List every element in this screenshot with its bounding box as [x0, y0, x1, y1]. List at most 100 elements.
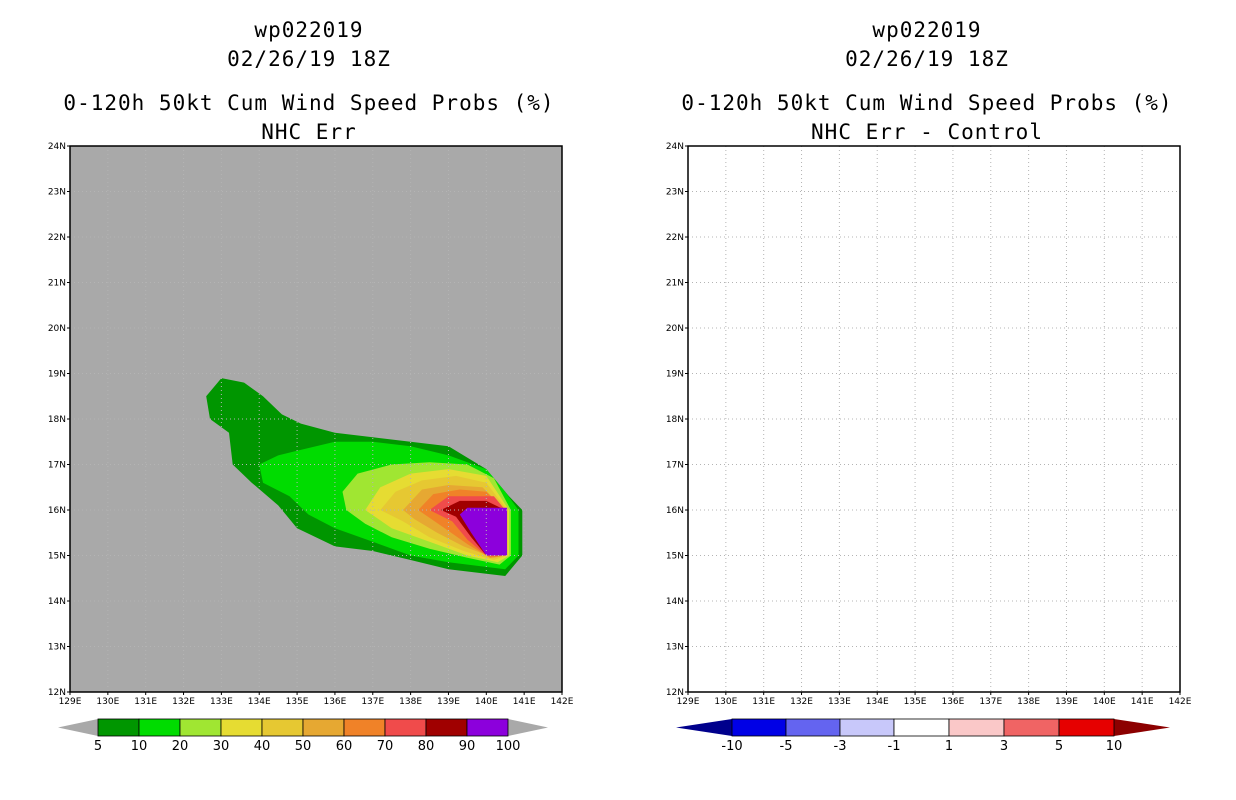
x-tick-label: 137E — [361, 697, 384, 707]
legend-label: 60 — [336, 739, 353, 754]
x-tick-label: 137E — [979, 697, 1002, 707]
storm-id: wp022019 — [254, 18, 364, 42]
x-tick-label: 133E — [210, 697, 233, 707]
legend-arrow-left — [676, 719, 732, 736]
legend-swatch — [893, 718, 950, 737]
y-tick-label: 12N — [48, 688, 66, 698]
legend-label: 1 — [945, 739, 953, 754]
y-tick-label: 17N — [666, 461, 684, 471]
chart-date: 02/26/19 18Z — [845, 47, 1009, 71]
x-tick-label: 135E — [286, 697, 309, 707]
x-tick-label: 130E — [96, 697, 119, 707]
y-tick-label: 14N — [48, 597, 66, 607]
legend-swatch — [425, 718, 468, 737]
x-tick-label: 141E — [1131, 697, 1154, 707]
x-tick-label: 142E — [551, 697, 574, 707]
x-tick-label: 133E — [828, 697, 851, 707]
legend-label: 3 — [1000, 739, 1008, 754]
x-tick-label: 138E — [1017, 697, 1040, 707]
y-tick-label: 15N — [666, 552, 684, 562]
left-panel: wp022019 02/26/19 18Z 0-120h 50kt Cum Wi… — [48, 18, 574, 754]
map-background — [688, 146, 1180, 692]
chart-title: 0-120h 50kt Cum Wind Speed Probs (%) — [681, 91, 1173, 115]
legend-swatch — [302, 718, 345, 737]
map-background — [70, 146, 562, 692]
legend-swatch — [839, 718, 895, 737]
y-tick-label: 19N — [666, 370, 684, 380]
legend-arrow-left — [58, 719, 98, 736]
legend-swatch — [384, 718, 427, 737]
y-tick-label: 21N — [48, 279, 66, 289]
legend-label: 100 — [496, 739, 521, 754]
y-tick-label: 22N — [666, 233, 684, 243]
y-tick-label: 16N — [666, 506, 684, 516]
legend-swatch — [97, 718, 140, 737]
legend-swatch — [343, 718, 386, 737]
y-tick-label: 14N — [666, 597, 684, 607]
legend-swatch — [179, 718, 222, 737]
y-tick-label: 24N — [48, 142, 66, 152]
x-tick-label: 139E — [437, 697, 460, 707]
legend-label: 30 — [213, 739, 230, 754]
legend-arrow-right — [508, 719, 548, 736]
x-tick-label: 131E — [134, 697, 157, 707]
chart-subtitle: NHC Err - Control — [811, 120, 1043, 144]
y-tick-label: 24N — [666, 142, 684, 152]
x-tick-label: 129E — [677, 697, 700, 707]
legend-swatch — [220, 718, 263, 737]
legend-swatch — [261, 718, 304, 737]
y-tick-label: 23N — [48, 188, 66, 198]
y-tick-label: 17N — [48, 461, 66, 471]
x-tick-label: 132E — [790, 697, 813, 707]
x-tick-label: 136E — [941, 697, 964, 707]
legend-label: -5 — [780, 739, 793, 754]
storm-id: wp022019 — [872, 18, 982, 42]
y-tick-label: 18N — [48, 415, 66, 425]
legend-swatch — [731, 718, 787, 737]
y-tick-label: 19N — [48, 370, 66, 380]
legend-label: 80 — [418, 739, 435, 754]
legend-swatch — [138, 718, 181, 737]
legend-swatch — [1003, 718, 1060, 737]
x-tick-label: 131E — [752, 697, 775, 707]
legend-swatch — [466, 718, 509, 737]
legend-label: 10 — [1106, 739, 1123, 754]
y-tick-label: 23N — [666, 188, 684, 198]
legend-label: 70 — [377, 739, 394, 754]
legend-label: 50 — [295, 739, 312, 754]
legend-label: -10 — [721, 739, 742, 754]
legend-arrow-right — [1114, 719, 1170, 736]
y-tick-label: 18N — [666, 415, 684, 425]
difference-map: 129E 130E 131E 132E 133E 134E 135E 136E 137E 138E… — [666, 142, 1192, 754]
y-tick-label: 13N — [666, 643, 684, 653]
legend-label: 5 — [94, 739, 102, 754]
legend-label: -3 — [834, 739, 847, 754]
x-tick-label: 132E — [172, 697, 195, 707]
x-tick-label: 139E — [1055, 697, 1078, 707]
x-tick-label: 138E — [399, 697, 422, 707]
y-tick-label: 21N — [666, 279, 684, 289]
x-tick-label: 142E — [1169, 697, 1192, 707]
chart-subtitle: NHC Err — [261, 120, 357, 144]
x-tick-label: 134E — [866, 697, 889, 707]
legend-label: 90 — [459, 739, 476, 754]
y-tick-label: 20N — [666, 324, 684, 334]
x-tick-label: 129E — [59, 697, 82, 707]
legend-swatch — [948, 718, 1005, 737]
x-tick-label: 134E — [248, 697, 271, 707]
legend-label: -1 — [888, 739, 901, 754]
x-tick-label: 135E — [904, 697, 927, 707]
x-tick-label: 136E — [323, 697, 346, 707]
y-tick-label: 12N — [666, 688, 684, 698]
right-panel: wp022019 02/26/19 18Z 0-120h 50kt Cum Wi… — [618, 0, 1236, 800]
y-tick-label: 15N — [48, 552, 66, 562]
x-tick-label: 141E — [513, 697, 536, 707]
y-tick-label: 16N — [48, 506, 66, 516]
legend-label: 20 — [172, 739, 189, 754]
chart-title: 0-120h 50kt Cum Wind Speed Probs (%) — [63, 91, 555, 115]
legend-label: 10 — [131, 739, 148, 754]
y-tick-label: 22N — [48, 233, 66, 243]
contour-90-percent — [459, 507, 508, 556]
y-tick-label: 20N — [48, 324, 66, 334]
x-tick-label: 130E — [714, 697, 737, 707]
